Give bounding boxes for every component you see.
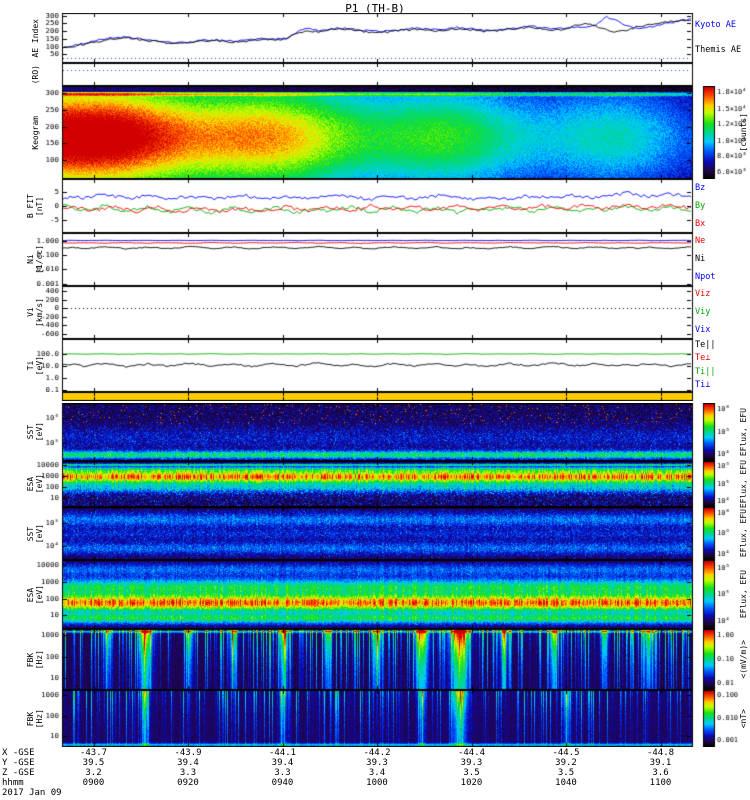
xaxis-tick-value: 0900 [82,778,105,788]
xaxis-row: hhmm 0900 0920 0940 1000 1020 1040 1100 [0,778,750,788]
density-plot[interactable] [0,233,750,286]
velocity-plot[interactable] [0,286,750,339]
legend-te-par: Te|| [695,340,716,351]
ae-legend: Kyoto AE Themis AE [695,13,750,63]
xaxis-tick-value: 3.3 [179,768,197,778]
xaxis-block: X -GSE -43.7 -43.9 -44.1 -44.2 -44.4 -44.5 -44.… [0,748,750,798]
legend-ni: Ni [695,253,706,264]
panel-sst-ion: SST [eV] EFlux, EFU [0,403,750,461]
legend-ne: Ne [695,236,706,247]
sst-ion-colorbar-unit: EFlux, EFU [739,407,748,457]
sst-electron-spectrogram[interactable] [0,507,750,560]
xaxis-tick-value: 1100 [649,778,672,788]
legend-ti-par: Ti|| [695,366,716,377]
legend-te-perp: Te⊥ [695,353,711,364]
legend-viz: Viz [695,289,711,300]
keogram-spectrogram[interactable] [0,86,750,179]
panel-roi-flag: (RO) [0,63,750,86]
panel-keogram: Keogram [counts] [0,86,750,179]
fbk-bfield-spectrogram[interactable] [0,690,750,747]
b-fit-plot[interactable] [0,179,750,233]
temperature-plot[interactable] [0,339,750,392]
xaxis-tick-value: 3.5 [463,768,480,778]
esa-ion-spectrogram[interactable] [0,461,750,507]
density-legend: Ne Ni Npot [695,233,750,286]
fbk-e-colorbar-unit: <(mV/m)> [739,640,748,679]
panel-sst-electron: SST [eV] EFlux, EFU [0,507,750,560]
panel-fbk-b: FBK [Hz] <nT> [0,690,750,747]
xaxis-tick-value: 3.2 [85,768,102,778]
fbk-efield-spectrogram[interactable] [0,629,750,690]
xaxis-tick-value: -44.4 [457,748,486,758]
xaxis-row-label: Z -GSE [2,768,35,778]
xaxis-tick-value: -44.1 [268,748,297,758]
panel-esa-ion: ESA [eV] EFlux, EFU [0,459,750,509]
fbk-b-colorbar-unit: <nT> [739,708,748,729]
xaxis-tick-value: -44.5 [552,748,580,758]
esa-electron-spectrogram[interactable] [0,560,750,629]
legend-bx: Bx [695,218,706,229]
xaxis-tick-value: 3.4 [368,768,386,778]
legend-themis-ae: Themis AE [695,45,742,55]
xaxis-tick-value: 39.2 [555,758,577,768]
xaxis-tick-value: 39.4 [177,758,199,768]
panel-density: Ni [1/cc] Ne Ni Npot [0,233,750,286]
esa-electron-colorbar-unit: EFlux, EFU [739,570,748,619]
panel-ae-index: AE Index Kyoto AE Themis AE [0,13,750,63]
xaxis-tick-value: 3.5 [557,768,575,778]
legend-by: By [695,200,706,211]
xaxis-tick-value: 1020 [460,778,483,788]
xaxis-tick-value: 1000 [366,778,388,788]
keogram-colorbar-unit: [counts] [739,113,748,152]
xaxis-tick-value: 39.3 [460,758,483,768]
sst-ion-spectrogram[interactable] [0,403,750,461]
xaxis-row: Y -GSE 39.5 39.4 39.4 39.3 39.3 39.2 39.1 [0,758,750,768]
legend-npot: Npot [695,271,716,282]
panel-status-bar [0,392,750,401]
xaxis-rows: X -GSE -43.7 -43.9 -44.1 -44.2 -44.4 -44.5 -44.… [0,748,750,788]
xaxis-date: 2017 Jan 09 [2,788,62,798]
xaxis-row-label: hhmm [2,778,24,788]
xaxis-tick-value: -43.7 [79,748,108,758]
xaxis-row: Z -GSE 3.2 3.3 3.3 3.4 3.5 3.5 3.6 [0,768,750,778]
xaxis-tick-value: 0940 [271,778,294,788]
xaxis-tick-value: 0920 [177,778,199,788]
velocity-legend: Viz Viy Vix [695,286,750,339]
roi-flag-plot[interactable] [0,63,750,86]
xaxis-tick-value: -44.8 [646,748,675,758]
panel-velocity: Vi [km/s] Viz Viy Vix [0,286,750,339]
b-fit-legend: Bz By Bx [695,179,750,233]
status-bar-strip[interactable] [0,392,750,401]
legend-kyoto-ae: Kyoto AE [695,20,736,30]
esa-ion-colorbar-unit: EFlux, EFU [739,459,748,509]
legend-bz: Bz [695,182,706,193]
legend-ti-perp: Ti⊥ [695,379,711,390]
panel-esa-electron: ESA [eV] EFlux, EFU [0,560,750,629]
xaxis-tick-value: -43.9 [174,748,202,758]
sst-electron-colorbar-unit: EFlux, EFU [739,509,748,558]
xaxis-tick-value: 3.6 [652,768,669,778]
xaxis-row-label: Y -GSE [2,758,35,768]
legend-vix: Vix [695,324,711,335]
xaxis-tick-value: -44.2 [363,748,391,758]
panel-b-fit: B FIT [nT] Bz By Bx [0,179,750,233]
xaxis-row: X -GSE -43.7 -43.9 -44.1 -44.2 -44.4 -44.5 -44.… [0,748,750,758]
xaxis-tick-value: 39.1 [649,758,672,768]
ae-index-plot[interactable] [0,13,750,63]
temperature-legend: Te|| Te⊥ Ti|| Ti⊥ [695,339,750,392]
xaxis-tick-value: 39.4 [271,758,294,768]
xaxis-tick-value: 39.3 [366,758,388,768]
xaxis-tick-value: 1040 [555,778,577,788]
legend-viy: Viy [695,306,711,317]
xaxis-tick-value: 39.5 [82,758,105,768]
panel-temperature: Ti [eV] Te|| Te⊥ Ti|| Ti⊥ [0,339,750,392]
page-title: P1 (TH-B) [345,2,405,15]
xaxis-tick-value: 3.3 [274,768,291,778]
xaxis-row-label: X -GSE [2,748,35,758]
panel-fbk-e: FBK [Hz] <(mV/m)> [0,629,750,690]
